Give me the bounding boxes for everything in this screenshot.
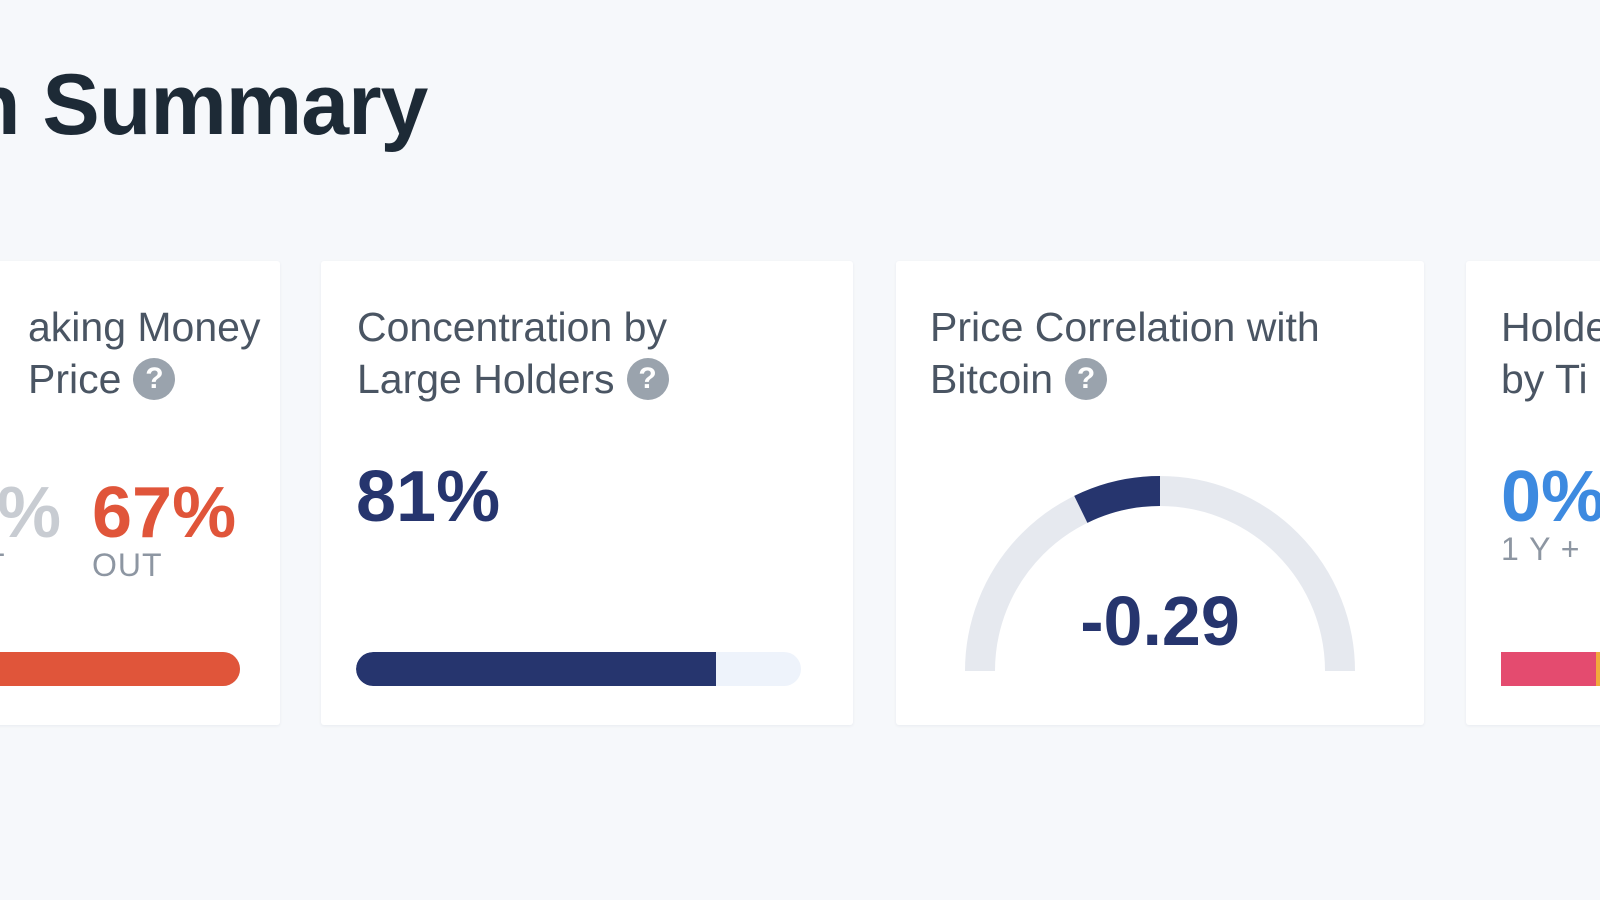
card-title: Concentration by Large Holders? — [357, 301, 669, 405]
card-title-line2: by Ti — [1501, 356, 1588, 402]
question-circle-icon[interactable]: ? — [626, 358, 669, 401]
in-out-bar — [0, 652, 240, 686]
holders-bar-segment-1 — [1501, 652, 1596, 686]
page-title: n Summary — [0, 57, 428, 153]
card-title: Price Correlation with Bitcoin? — [930, 301, 1320, 405]
card-title-line2: Price — [28, 356, 122, 402]
correlation-value: -0.29 — [1080, 582, 1240, 660]
card-holders-by-time: Holde by Ti 0% 1 Y + — [1466, 261, 1600, 725]
holders-bar — [1501, 652, 1600, 686]
card-concentration: Concentration by Large Holders? 81% — [321, 261, 853, 725]
card-title: Holde by Ti — [1501, 301, 1600, 405]
card-title: aking Money Price? — [28, 301, 260, 405]
out-bar-fill — [0, 652, 240, 686]
question-circle-icon[interactable]: ? — [1065, 358, 1108, 401]
card-title-line1: Concentration by — [357, 304, 667, 350]
card-title-line1: aking Money — [28, 304, 261, 350]
card-title-line2: Large Holders — [357, 356, 615, 402]
question-circle-icon[interactable]: ? — [133, 358, 176, 401]
card-title-line2: Bitcoin — [930, 356, 1054, 402]
holders-value: 0% — [1501, 457, 1600, 537]
card-title-line1: Holde — [1501, 304, 1600, 350]
card-in-out-money: aking Money Price? 5% T 67% OUT — [0, 261, 280, 725]
holders-bar-segment-2 — [1596, 652, 1600, 686]
holders-label: 1 Y + — [1501, 531, 1581, 567]
in-label: T — [0, 547, 6, 584]
concentration-value: 81% — [356, 457, 501, 537]
in-value: 5% — [0, 473, 62, 553]
concentration-bar — [356, 652, 801, 686]
card-title-line1: Price Correlation with — [930, 304, 1320, 350]
concentration-bar-fill — [356, 652, 717, 686]
gauge-value-arc — [1074, 476, 1161, 523]
out-value: 67% — [92, 473, 237, 553]
out-label: OUT — [92, 547, 163, 583]
correlation-gauge — [965, 476, 1355, 672]
card-price-correlation: Price Correlation with Bitcoin? -0.29 — [896, 261, 1424, 725]
